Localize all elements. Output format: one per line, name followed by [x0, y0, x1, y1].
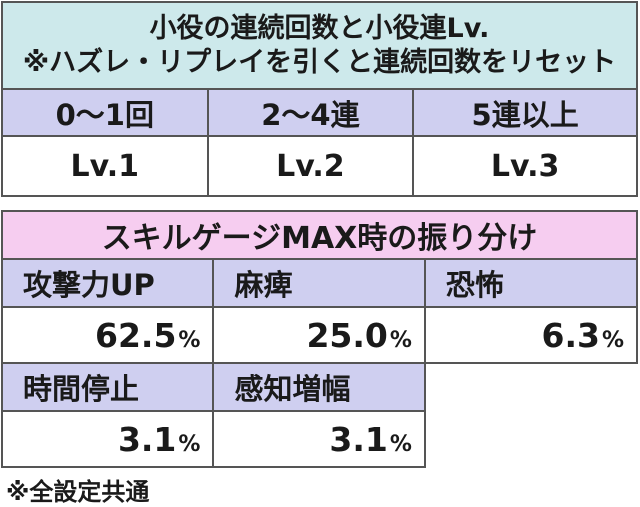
skill-label-fear: 恐怖 [423, 258, 639, 308]
skill-value-fear-number: 6.3 [541, 315, 600, 355]
combo-level-title: 小役の連続回数と小役連Lv. [149, 12, 490, 44]
skill-label-time-stop: 時間停止 [0, 362, 215, 412]
empty-cell [424, 363, 637, 467]
skill-value-attack-number: 62.5 [94, 315, 177, 355]
skill-label-attack: 攻撃力UP [0, 258, 215, 308]
combo-level-note: ※ハズレ・リプレイを引くと連続回数をリセット [22, 46, 617, 78]
skill-value-fear: 6.3% [423, 306, 639, 364]
skill-value-paralysis-number: 25.0 [306, 315, 388, 355]
percent-unit: % [389, 431, 412, 457]
combo-count-col-3: 5連以上 [412, 88, 638, 137]
skill-value-time-stop: 3.1% [0, 410, 215, 468]
skill-value-attack: 62.5% [0, 306, 215, 364]
footnote: ※全設定共通 [6, 478, 150, 506]
percent-unit: % [389, 327, 412, 353]
combo-level-2: Lv.2 [206, 135, 415, 197]
skill-value-time-stop-number: 3.1 [117, 419, 177, 459]
combo-level-table: 小役の連続回数と小役連Lv. ※ハズレ・リプレイを引くと連続回数をリセット 0〜… [1, 1, 638, 197]
combo-count-col-2: 2〜4連 [206, 88, 415, 137]
skill-value-paralysis: 25.0% [212, 306, 426, 364]
skill-label-sense-boost: 感知増幅 [212, 362, 426, 412]
skill-gauge-table: スキルゲージMAX時の振り分け 攻撃力UP 麻痺 恐怖 62.5% 25.0% … [0, 210, 639, 468]
skill-label-paralysis: 麻痺 [212, 258, 426, 308]
percent-unit: % [601, 327, 624, 353]
combo-count-col-1: 0〜1回 [1, 88, 209, 137]
combo-level-3: Lv.3 [412, 135, 638, 197]
skill-value-sense-boost: 3.1% [212, 410, 426, 468]
combo-level-header: 小役の連続回数と小役連Lv. ※ハズレ・リプレイを引くと連続回数をリセット [1, 1, 638, 90]
skill-value-sense-boost-number: 3.1 [329, 419, 388, 459]
percent-unit: % [178, 327, 201, 353]
combo-level-1: Lv.1 [1, 135, 209, 197]
skill-gauge-title: スキルゲージMAX時の振り分け [1, 210, 638, 260]
percent-unit: % [178, 431, 201, 457]
